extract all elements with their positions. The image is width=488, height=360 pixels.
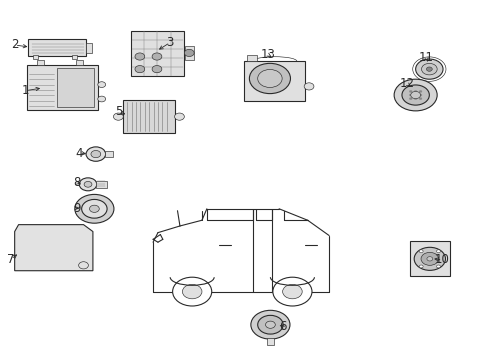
Bar — [28, 39, 86, 56]
Bar — [266, 338, 274, 345]
Circle shape — [75, 194, 114, 223]
Circle shape — [98, 82, 105, 87]
Circle shape — [79, 178, 97, 191]
Text: 13: 13 — [260, 48, 275, 61]
Text: 1: 1 — [21, 84, 29, 97]
Bar — [184, 46, 193, 60]
Circle shape — [413, 90, 416, 93]
Circle shape — [172, 277, 211, 306]
Circle shape — [408, 94, 411, 96]
Bar — [131, 31, 183, 76]
Circle shape — [413, 98, 416, 100]
Circle shape — [401, 85, 428, 105]
Circle shape — [84, 181, 92, 187]
Bar — [33, 55, 38, 59]
Bar — [76, 60, 83, 65]
Circle shape — [135, 66, 144, 73]
Text: 2: 2 — [11, 39, 19, 51]
Circle shape — [249, 63, 290, 94]
Circle shape — [91, 150, 101, 158]
Bar — [57, 68, 94, 107]
Circle shape — [152, 53, 162, 60]
Circle shape — [152, 66, 162, 73]
Text: 7: 7 — [7, 253, 15, 266]
Circle shape — [272, 277, 311, 306]
Circle shape — [418, 98, 421, 100]
Circle shape — [250, 310, 289, 339]
Circle shape — [304, 83, 313, 90]
Bar — [104, 151, 113, 157]
Bar — [246, 55, 256, 61]
Text: 6: 6 — [278, 320, 286, 333]
Circle shape — [408, 98, 411, 100]
Bar — [86, 43, 92, 53]
Circle shape — [257, 69, 282, 87]
Circle shape — [81, 199, 107, 218]
Circle shape — [113, 113, 123, 120]
Bar — [409, 241, 449, 276]
Circle shape — [257, 315, 283, 334]
Circle shape — [393, 79, 436, 111]
Circle shape — [408, 90, 411, 93]
Bar — [27, 65, 98, 110]
Bar — [72, 55, 77, 59]
Circle shape — [86, 147, 105, 161]
Text: 4: 4 — [75, 147, 83, 159]
Circle shape — [282, 284, 302, 299]
Circle shape — [426, 67, 431, 71]
Bar — [123, 100, 174, 133]
Circle shape — [418, 94, 421, 96]
Circle shape — [135, 53, 144, 60]
Circle shape — [418, 90, 421, 93]
Bar — [96, 181, 106, 188]
Circle shape — [421, 63, 436, 75]
Text: 8: 8 — [73, 176, 81, 189]
Bar — [37, 60, 44, 65]
Text: 3: 3 — [166, 36, 174, 49]
Circle shape — [174, 113, 184, 120]
Circle shape — [413, 247, 445, 270]
Circle shape — [420, 252, 438, 265]
Circle shape — [418, 265, 422, 268]
Circle shape — [89, 205, 99, 212]
Text: 10: 10 — [434, 253, 449, 266]
Circle shape — [426, 257, 432, 261]
Text: 5: 5 — [114, 105, 122, 118]
Polygon shape — [15, 225, 93, 271]
Circle shape — [436, 265, 440, 268]
Text: 11: 11 — [418, 51, 433, 64]
Bar — [244, 61, 305, 101]
Circle shape — [79, 262, 88, 269]
Circle shape — [436, 250, 440, 253]
Text: 9: 9 — [73, 202, 81, 215]
Text: 12: 12 — [399, 77, 413, 90]
Circle shape — [184, 49, 194, 57]
Circle shape — [418, 250, 422, 253]
Circle shape — [410, 91, 420, 99]
Circle shape — [182, 284, 202, 299]
Circle shape — [413, 94, 416, 96]
Circle shape — [98, 96, 105, 102]
Circle shape — [415, 59, 442, 79]
Circle shape — [265, 321, 275, 328]
